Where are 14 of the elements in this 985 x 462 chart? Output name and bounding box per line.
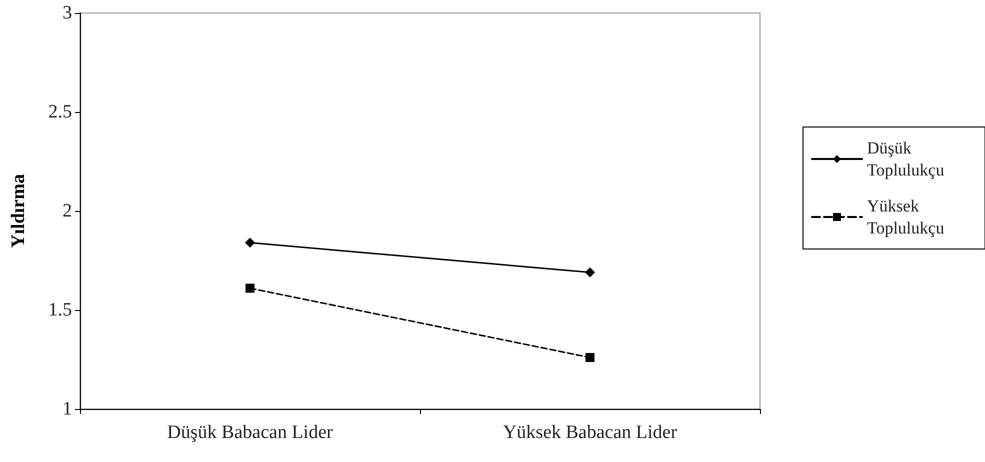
x-tick-label: Düşük Babacan Lider — [167, 422, 334, 443]
y-tick-label: 1.5 — [48, 300, 72, 320]
point — [586, 353, 594, 362]
y-tick-label: 2.5 — [48, 102, 72, 122]
point — [585, 267, 595, 278]
y-tick-label: 1 — [62, 398, 72, 420]
y-tick-label: 2 — [62, 200, 72, 222]
point — [245, 238, 255, 248]
x-tick-label: Yüksek Babacan Lider — [502, 422, 678, 443]
point — [246, 284, 254, 293]
legend-label: Yüksek Toplulukçu — [867, 196, 945, 238]
legend-label: Düşük Toplulukçu — [867, 138, 945, 180]
y-tick-label: 3 — [62, 2, 72, 24]
y-axis-title: Yıldırma — [8, 174, 29, 248]
